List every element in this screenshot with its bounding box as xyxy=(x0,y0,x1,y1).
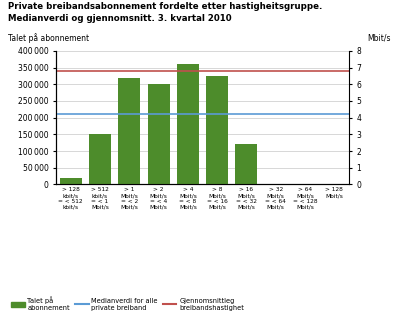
Bar xyxy=(206,76,228,184)
Bar xyxy=(177,64,199,184)
Text: Mbit/s: Mbit/s xyxy=(367,33,391,42)
Bar xyxy=(89,134,111,184)
Text: Private breibandsabonnement fordelte etter hastigheitsgruppe.: Private breibandsabonnement fordelte ett… xyxy=(8,2,322,10)
Bar xyxy=(148,84,170,184)
Bar xyxy=(118,78,140,184)
Bar xyxy=(60,178,82,184)
Legend: Talet på
abonnement, Medianverdi for alle
private breiband, Gjennomsnittleg
brei: Talet på abonnement, Medianverdi for all… xyxy=(11,297,244,312)
Bar xyxy=(235,144,257,184)
Text: Talet på abonnement: Talet på abonnement xyxy=(8,33,89,43)
Text: Medianverdi og gjennomsnitt. 3. kvartal 2010: Medianverdi og gjennomsnitt. 3. kvartal … xyxy=(8,14,232,23)
